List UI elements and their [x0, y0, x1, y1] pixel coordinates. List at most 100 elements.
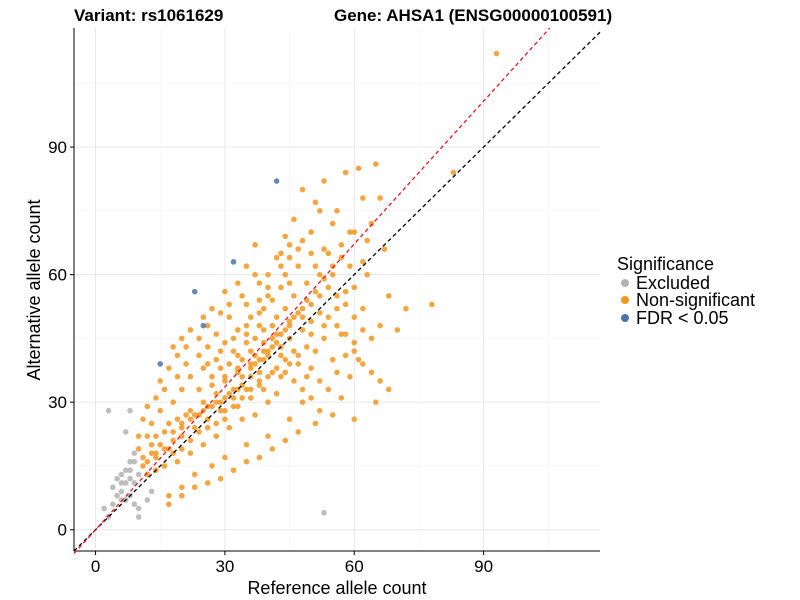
data-point	[122, 429, 129, 435]
data-point	[204, 424, 211, 431]
data-point	[282, 356, 289, 363]
data-point	[170, 344, 176, 350]
data-point	[122, 480, 129, 486]
data-point	[368, 369, 375, 376]
data-point	[178, 335, 185, 342]
data-point	[252, 361, 258, 367]
data-point	[196, 335, 202, 342]
data-point	[304, 280, 310, 286]
data-point	[265, 348, 271, 354]
data-point	[342, 288, 349, 295]
data-point	[282, 233, 289, 240]
data-point	[178, 433, 185, 439]
data-point	[178, 446, 185, 452]
data-point	[308, 318, 314, 325]
data-point	[118, 497, 125, 503]
data-point	[183, 361, 189, 367]
data-point	[178, 386, 185, 393]
chart-title-variant: Variant: rs1061629	[74, 6, 223, 25]
data-point	[222, 395, 228, 401]
data-point	[200, 322, 207, 329]
data-point	[291, 314, 297, 320]
data-point	[153, 454, 159, 461]
data-point	[243, 386, 250, 393]
data-point	[252, 271, 258, 278]
data-point	[153, 433, 159, 439]
data-point	[334, 322, 340, 329]
data-point	[493, 50, 500, 57]
data-point	[338, 395, 345, 401]
data-point	[226, 301, 233, 308]
chart-title-gene: Gene: AHSA1 (ENSG00000100591)	[334, 6, 612, 25]
data-point	[351, 339, 358, 346]
data-point	[222, 416, 228, 422]
data-point	[260, 305, 267, 312]
data-point	[153, 450, 159, 457]
data-point	[308, 365, 314, 371]
data-point	[278, 284, 284, 291]
data-point	[161, 446, 168, 452]
data-point	[329, 412, 336, 418]
data-point	[161, 429, 168, 435]
data-point	[127, 407, 133, 414]
data-point	[355, 356, 362, 363]
data-point	[196, 429, 202, 435]
data-point	[403, 305, 409, 312]
data-point	[360, 259, 366, 265]
data-point	[200, 399, 207, 405]
data-point	[239, 373, 245, 380]
data-point	[217, 310, 224, 316]
data-point	[312, 199, 319, 206]
data-point	[140, 416, 146, 422]
data-point	[334, 305, 340, 312]
data-point	[204, 361, 211, 367]
data-point	[316, 271, 323, 278]
data-point	[191, 412, 198, 418]
tick-labels: 0 30 60 90 0 30 60 90	[48, 138, 493, 576]
legend-label-non-significant: Non-significant	[636, 290, 755, 310]
axes	[73, 28, 600, 552]
data-point	[347, 263, 353, 269]
data-point	[213, 433, 220, 439]
data-point	[316, 407, 323, 414]
data-point	[329, 263, 336, 269]
data-point	[286, 280, 293, 286]
data-point	[299, 186, 306, 193]
data-point	[265, 293, 271, 299]
data-point	[247, 365, 254, 371]
data-point	[247, 386, 254, 393]
data-point	[351, 229, 358, 235]
data-point	[373, 399, 379, 405]
data-point	[308, 229, 314, 235]
x-tick-label: 90	[474, 557, 493, 576]
grid-lines	[74, 28, 600, 551]
data-point	[329, 356, 336, 363]
data-point	[230, 467, 237, 474]
data-point	[114, 492, 120, 499]
data-point	[342, 331, 349, 337]
data-point	[217, 407, 224, 414]
y-tick-label: 30	[48, 393, 67, 412]
data-point	[161, 463, 168, 469]
data-point	[252, 335, 258, 342]
series-excluded	[101, 407, 327, 520]
data-point	[321, 276, 327, 282]
data-point	[273, 365, 280, 371]
data-point	[135, 446, 142, 452]
data-point	[204, 322, 211, 329]
data-point	[282, 437, 289, 444]
data-point	[295, 246, 301, 252]
data-point	[256, 310, 263, 316]
data-point	[291, 348, 297, 354]
data-point	[325, 250, 332, 257]
data-point	[321, 509, 327, 516]
data-point	[135, 505, 142, 512]
data-point	[256, 356, 263, 363]
data-point	[334, 293, 340, 299]
data-point	[230, 403, 237, 410]
data-point	[191, 471, 198, 478]
data-point	[213, 356, 220, 363]
reference-line-fitted	[73, 27, 551, 554]
legend-marker-excluded	[621, 279, 629, 287]
data-point	[265, 284, 271, 291]
